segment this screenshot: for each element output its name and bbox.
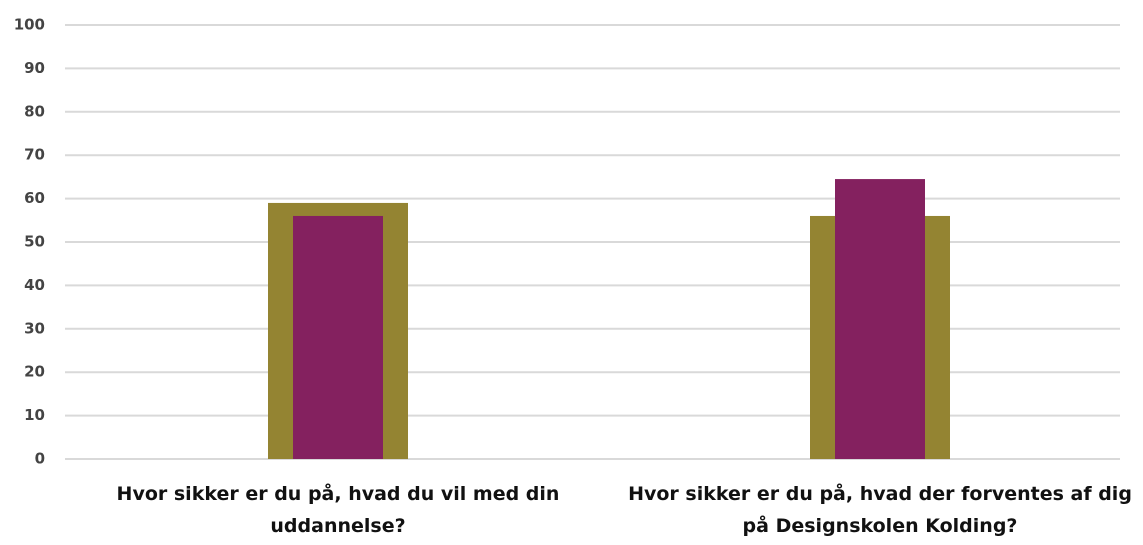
y-tick-label: 20 [24,363,45,381]
y-tick-label: 50 [24,233,45,251]
y-tick-label: 30 [24,319,45,337]
bar [835,179,925,459]
x-tick-label: Hvor sikker er du på, hvad der forventes… [628,483,1132,537]
y-tick-label: 60 [24,189,45,207]
y-tick-label: 70 [24,146,45,164]
x-tick-label: Hvor sikker er du på, hvad du vil med di… [116,483,560,537]
y-tick-label: 80 [24,102,45,120]
bar [293,215,383,459]
y-tick-label: 10 [24,406,45,424]
y-tick-label: 100 [14,16,45,34]
y-tick-label: 90 [24,59,45,77]
y-tick-label: 0 [35,450,45,468]
y-tick-label: 40 [24,276,45,294]
